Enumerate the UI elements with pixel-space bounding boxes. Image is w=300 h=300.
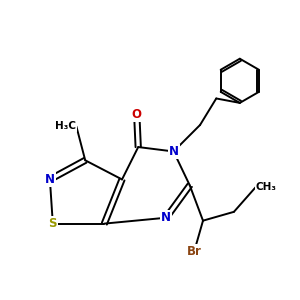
Text: H₃C: H₃C — [56, 122, 76, 131]
Text: N: N — [45, 173, 55, 186]
Text: CH₃: CH₃ — [256, 182, 277, 192]
Text: N: N — [161, 211, 171, 224]
Text: S: S — [49, 217, 57, 230]
Text: O: O — [132, 108, 142, 121]
Text: Br: Br — [187, 245, 202, 258]
Text: N: N — [169, 145, 178, 158]
